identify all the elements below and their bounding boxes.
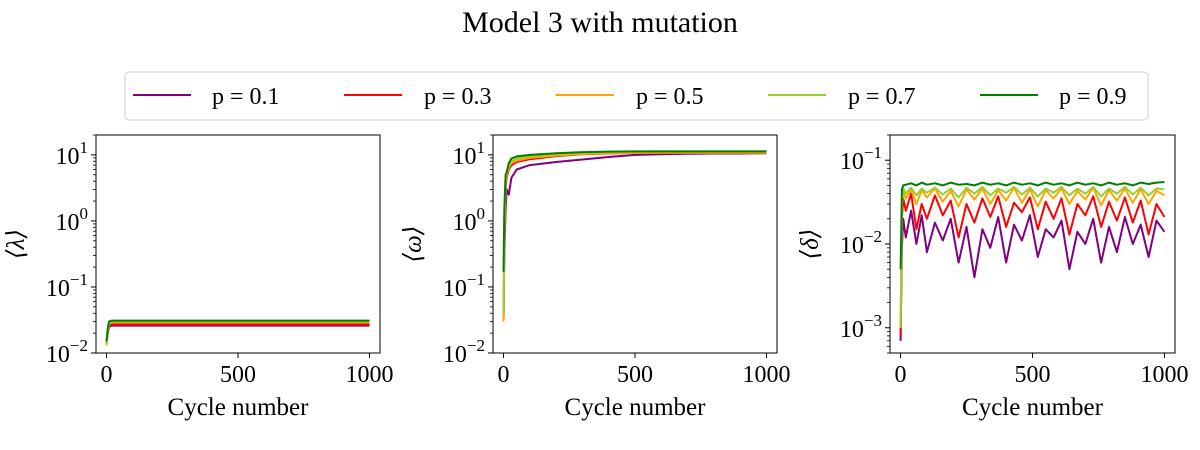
chart-panel: 0 500 1000 10−2 10−1 100 101 Cycle number ⟨ω⟩ xyxy=(400,134,790,421)
x-axis-label: Cycle number xyxy=(565,394,707,421)
legend-label: p = 0.5 xyxy=(636,84,704,110)
series-line xyxy=(899,186,1165,328)
legend-entry: p = 0.9 xyxy=(980,84,1127,110)
series-line xyxy=(502,151,767,322)
legend-label: p = 0.7 xyxy=(848,84,916,110)
x-tick-label: 0 xyxy=(101,362,113,388)
series-line xyxy=(502,150,767,314)
legend-entry: p = 0.3 xyxy=(344,84,492,110)
series-line xyxy=(899,185,1165,328)
legend-entry: p = 0.5 xyxy=(556,84,704,110)
y-tick-label: 10−1 xyxy=(46,270,88,302)
series-line xyxy=(899,192,1166,336)
y-tick-label: 100 xyxy=(56,204,89,236)
y-tick-label: 101 xyxy=(56,138,89,170)
legend-label: p = 0.3 xyxy=(424,84,492,110)
x-tick-label: 1000 xyxy=(1140,362,1188,388)
y-axis-label: ⟨λ⟩ xyxy=(3,229,30,259)
x-axis-label: Cycle number xyxy=(962,394,1104,421)
series-group xyxy=(502,150,767,322)
series-line xyxy=(502,151,767,322)
x-tick-label: 500 xyxy=(1015,362,1051,388)
chart-panel: 0 500 1000 10−3 10−2 10−1 Cycle number ⟨δ⟩ xyxy=(797,134,1188,421)
y-tick-label: 10−3 xyxy=(840,311,882,343)
y-tick-label: 10−1 xyxy=(443,270,485,302)
axes-frame xyxy=(492,134,778,354)
x-tick-label: 0 xyxy=(498,362,510,388)
legend-entry: p = 0.7 xyxy=(768,84,916,110)
legend-label: p = 0.1 xyxy=(212,84,280,110)
figure-title: Model 3 with mutation xyxy=(462,6,738,39)
series-line xyxy=(105,324,370,344)
legend-frame xyxy=(124,71,1149,121)
y-tick-label: 101 xyxy=(453,138,486,170)
x-tick-label: 500 xyxy=(617,362,653,388)
x-tick-label: 0 xyxy=(895,362,907,388)
chart-panel: 0 500 1000 10−2 10−1 100 101 Cycle number ⟨λ⟩ xyxy=(3,134,393,421)
x-axis-label: Cycle number xyxy=(168,394,310,421)
series-group xyxy=(105,319,370,346)
y-axis-label: ⟨δ⟩ xyxy=(797,228,824,259)
series-group xyxy=(899,181,1166,341)
x-tick-label: 1000 xyxy=(742,362,790,388)
y-tick-label: 10−2 xyxy=(840,227,882,259)
y-tick-label: 10−1 xyxy=(840,143,882,175)
legend-entry: p = 0.1 xyxy=(133,84,280,110)
series-line xyxy=(105,319,370,342)
y-tick-label: 100 xyxy=(453,204,486,236)
y-axis-label: ⟨ω⟩ xyxy=(400,225,427,262)
series-line xyxy=(105,323,370,344)
x-tick-label: 500 xyxy=(220,362,256,388)
y-tick-label: 10−2 xyxy=(443,336,485,368)
y-tick-label: 10−2 xyxy=(46,336,88,368)
series-line xyxy=(502,150,767,272)
legend-label: p = 0.9 xyxy=(1059,84,1127,110)
series-line xyxy=(899,181,1165,270)
legend: p = 0.1 p = 0.3 p = 0.5 p = 0.7 p = 0.9 xyxy=(124,71,1149,121)
series-line xyxy=(899,209,1166,341)
x-tick-label: 1000 xyxy=(345,362,393,388)
series-line xyxy=(502,152,767,322)
